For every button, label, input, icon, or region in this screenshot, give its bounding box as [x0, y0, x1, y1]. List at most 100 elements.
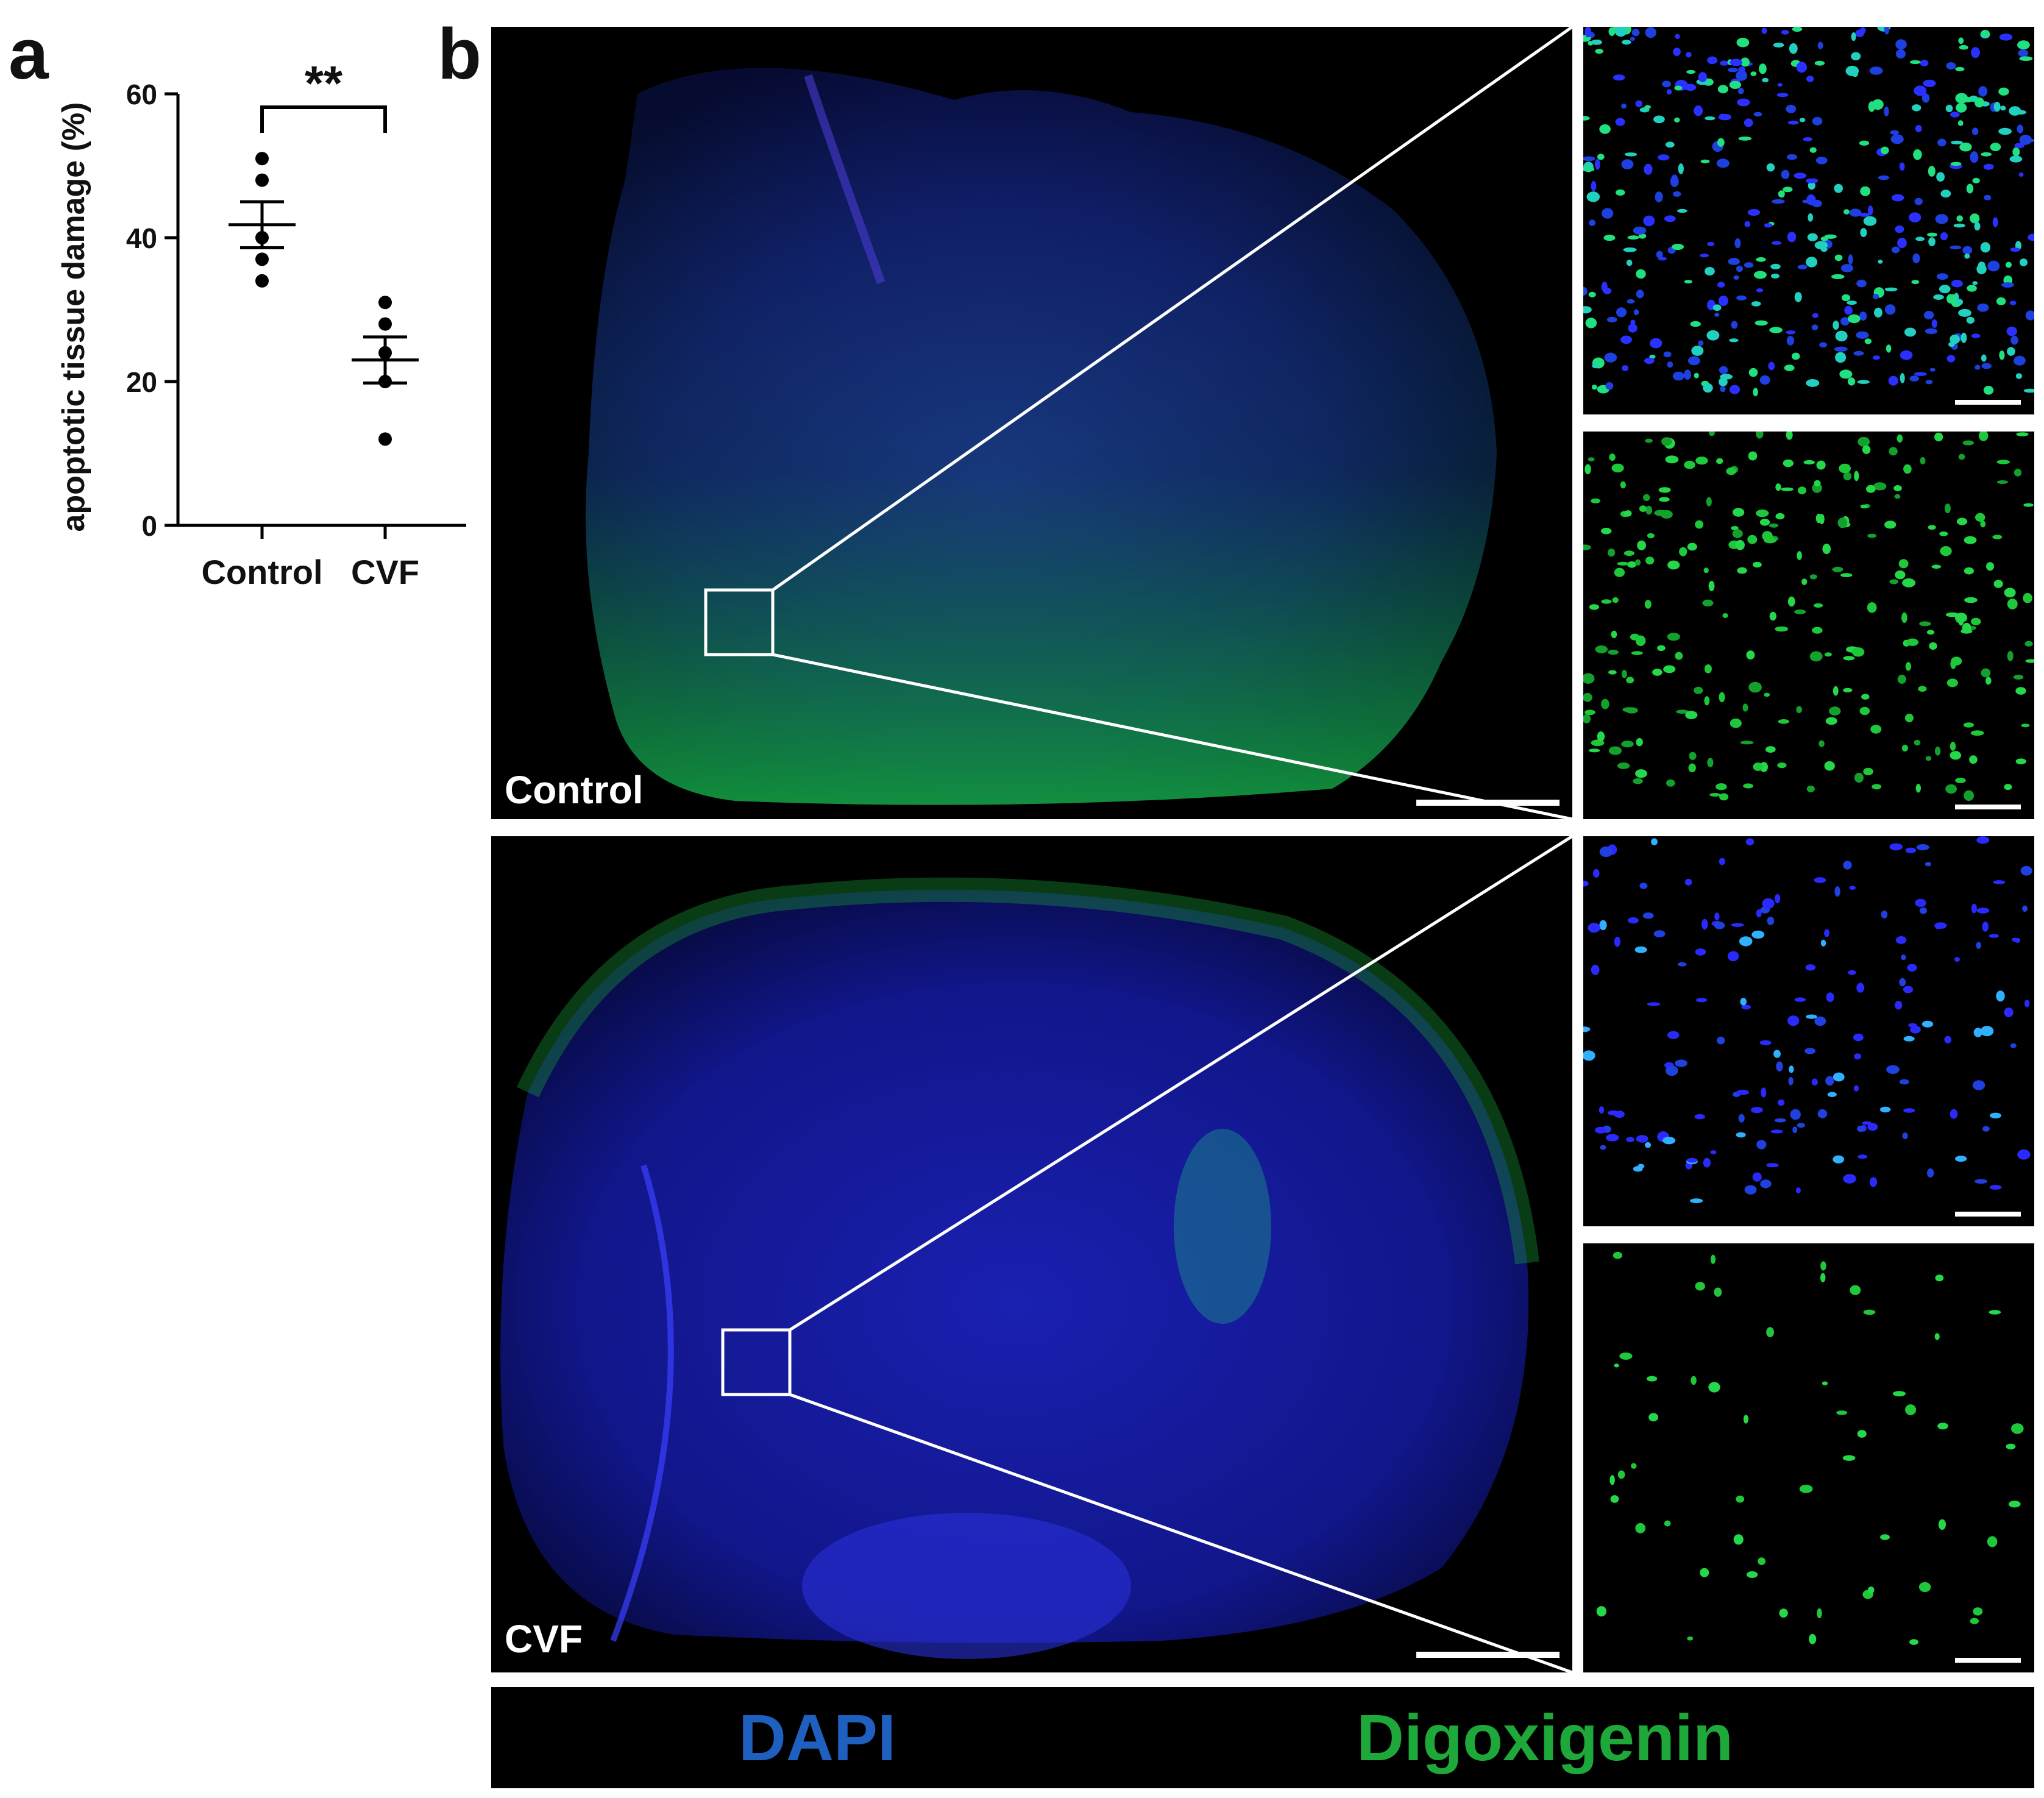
cell-nucleus — [1628, 917, 1639, 924]
cell-nucleus — [1834, 346, 1848, 352]
cell-nucleus — [1717, 85, 1728, 94]
cell-nucleus — [1717, 1036, 1725, 1045]
y-tick-label: 60 — [126, 79, 157, 110]
cell-nucleus — [1929, 642, 1937, 650]
cell-nucleus — [1761, 1087, 1767, 1098]
cell-nucleus — [1922, 1020, 1934, 1028]
cell-nucleus — [1676, 709, 1689, 714]
cell-nucleus — [1902, 578, 1916, 588]
cell-nucleus — [1651, 838, 1658, 845]
cell-nucleus — [1927, 1168, 1934, 1178]
cell-nucleus — [1696, 998, 1708, 1003]
cell-nucleus — [1588, 923, 1600, 933]
cell-nucleus — [1644, 163, 1653, 175]
cell-nucleus — [1934, 1333, 1940, 1340]
cell-nucleus — [1797, 551, 1802, 560]
cell-nucleus — [2004, 784, 2012, 791]
cell-nucleus — [1698, 340, 1704, 346]
significance-label: ** — [305, 56, 343, 110]
cell-nucleus — [1667, 560, 1680, 570]
cell-nucleus — [1874, 307, 1883, 318]
cell-nucleus — [1695, 520, 1703, 529]
cell-nucleus — [1775, 483, 1781, 491]
cell-nucleus — [1650, 338, 1663, 349]
cell-nucleus — [1737, 88, 1744, 94]
cell-nucleus — [1928, 237, 1936, 246]
cell-nucleus — [1611, 630, 1617, 638]
cell-nucleus — [1914, 739, 1921, 746]
cell-nucleus — [1617, 762, 1630, 769]
cell-nucleus — [1783, 187, 1793, 193]
cell-nucleus — [1584, 27, 1592, 38]
cell-nucleus — [1663, 665, 1676, 673]
cell-nucleus — [1745, 838, 1755, 845]
cell-nucleus — [2019, 56, 2033, 61]
cell-nucleus — [1643, 215, 1655, 227]
cell-nucleus — [1891, 246, 1900, 254]
cell-nucleus — [1851, 32, 1856, 41]
cell-nucleus — [1811, 324, 1819, 330]
cell-nucleus — [1718, 296, 1728, 306]
cell-nucleus — [1901, 954, 1906, 961]
cell-nucleus — [1946, 678, 1958, 688]
cell-nucleus — [1884, 27, 1890, 35]
cell-nucleus — [1583, 116, 1590, 121]
cell-nucleus — [1867, 602, 1877, 613]
cell-nucleus — [1907, 964, 1917, 972]
cell-nucleus — [2017, 124, 2024, 133]
cell-nucleus — [1814, 241, 1828, 250]
cell-nucleus — [1740, 998, 1747, 1006]
cell-nucleus — [1636, 1135, 1648, 1143]
cell-nucleus — [2021, 723, 2030, 728]
cell-nucleus — [1748, 368, 1758, 377]
cell-nucleus — [1814, 480, 1821, 487]
cell-nucleus — [1945, 612, 1959, 617]
cell-nucleus — [1822, 1381, 1828, 1385]
cell-nucleus — [1708, 1382, 1720, 1393]
cell-nucleus — [1847, 300, 1857, 305]
cell-nucleus — [1881, 146, 1889, 155]
cell-nucleus — [1777, 83, 1783, 87]
cell-nucleus — [1730, 718, 1742, 728]
cell-nucleus — [1851, 52, 1861, 61]
cell-nucleus — [1964, 790, 1974, 801]
cell-nucleus — [1934, 432, 1943, 442]
cell-nucleus — [1767, 916, 1775, 925]
cell-nucleus — [2010, 1043, 2017, 1048]
cell-nucleus — [1675, 652, 1683, 660]
cell-nucleus — [1781, 487, 1794, 491]
cell-nucleus — [1635, 769, 1647, 778]
cell-nucleus — [1901, 612, 1907, 623]
cell-nucleus — [1918, 1582, 1931, 1593]
cell-nucleus — [1833, 321, 1839, 330]
cell-nucleus — [1931, 319, 1937, 328]
cell-nucleus — [1626, 1137, 1634, 1143]
cell-nucleus — [1707, 758, 1714, 767]
cell-nucleus — [1700, 254, 1709, 258]
cell-nucleus — [1904, 713, 1914, 723]
cell-nucleus — [1636, 269, 1646, 279]
cell-nucleus — [1614, 1363, 1619, 1368]
cell-nucleus — [1956, 517, 1968, 525]
cell-nucleus — [1869, 66, 1883, 75]
cell-nucleus — [1858, 436, 1870, 447]
cell-nucleus — [1622, 365, 1629, 371]
dot-plot: 0 20 40 60 Control CVF apoptotic tissue damage… — [56, 56, 466, 591]
cell-nucleus — [1621, 103, 1627, 109]
cell-nucleus — [1910, 1025, 1921, 1034]
cell-nucleus — [1778, 190, 1785, 198]
cell-nucleus — [1833, 1155, 1845, 1164]
cell-nucleus — [1901, 744, 1908, 752]
cell-nucleus — [1940, 546, 1952, 556]
cell-nucleus — [1970, 730, 1984, 736]
cell-nucleus — [1645, 27, 1656, 38]
cell-nucleus — [1657, 645, 1666, 652]
cell-nucleus — [1982, 1126, 1990, 1132]
cell-nucleus — [2017, 40, 2030, 50]
cell-nucleus — [1863, 1309, 1876, 1315]
cell-nucleus — [2020, 865, 2032, 876]
cell-nucleus — [1940, 232, 1948, 241]
cell-nucleus — [1792, 1126, 1798, 1134]
cell-nucleus — [1643, 494, 1650, 501]
cell-nucleus — [1857, 1430, 1867, 1438]
